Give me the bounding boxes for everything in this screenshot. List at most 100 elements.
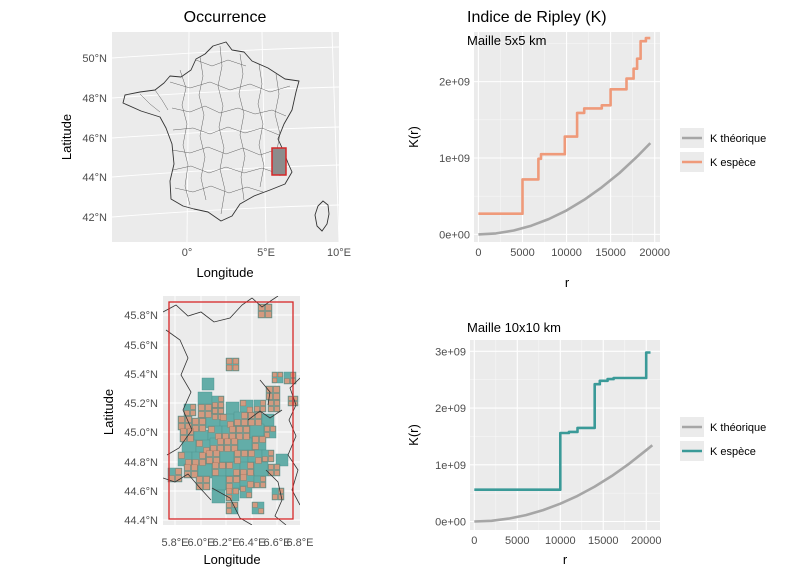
fine-cell [241,412,248,419]
fine-cell [255,457,262,464]
fine-cell [233,469,240,476]
fine-cell [273,393,280,400]
fine-cell [247,469,254,476]
fine-cell [226,364,233,371]
zoom-x-axis: 5.8°E 6.0°E 6.2°E 6.4°E 6.6°E 6.8°E [161,537,313,549]
x-tick-label: 15000 [595,247,626,259]
fine-cell [264,426,270,432]
legend-label: K théorique [710,422,766,434]
fine-cell [246,406,253,413]
zoom-xtick-1: 5.8°E [161,537,188,549]
x-tick-label: 20000 [631,535,662,547]
fine-cell [268,450,274,456]
fine-cell [226,476,233,483]
zoom-xtick-4: 6.4°E [238,537,265,549]
occurrence-title: Occurrence [184,9,267,26]
fine-cell [258,311,265,318]
y-tick-label: 2e+09 [439,77,470,89]
x-tick-label: 20000 [639,247,670,259]
occ-ytick-1: 42°N [82,212,107,224]
coarse-cell [271,371,284,384]
fine-cell [232,358,239,365]
fine-cell [254,406,260,412]
ripley-chart-10km: 0 5000 10000 15000 20000 0e+00 1e+09 2e+09 3e+09… [406,320,766,567]
fine-cell [288,396,293,401]
chart-subtitle: Maille 5x5 km [467,33,546,48]
fine-cell [273,386,280,393]
fine-cell [234,419,241,426]
fine-cell [272,372,278,378]
fine-cell [217,438,224,445]
fine-cell [224,438,231,445]
fine-cell [254,482,260,488]
fine-cell [212,469,219,476]
fine-cell [240,400,247,407]
fine-cell [272,377,278,383]
fine-cell [212,414,218,420]
fine-cell [206,450,213,457]
fine-cell [240,486,246,492]
x-tick-label: 15000 [588,535,619,547]
fine-cell [217,445,224,452]
coarse-cell [201,377,215,391]
france-map [122,41,330,232]
fine-cell [226,488,233,495]
fine-cell [190,404,196,410]
fine-cell [259,436,266,443]
coarse-cell [253,461,269,477]
fine-cell [178,452,185,459]
zoom-map: 44.4°N 44.6°N 44.8°N 45.0°N 45.2°N 45.4°… [101,296,314,567]
zoom-ytick-4: 45.0°N [124,427,158,439]
fine-cell [198,404,205,411]
legend-label: K théorique [710,133,766,145]
y-axis-label: K(r) [406,424,421,446]
zoom-ytick-5: 45.2°N [124,398,158,410]
fine-cell [247,462,254,469]
france-outline [122,41,300,222]
zoom-extent-frame [168,301,294,520]
fine-cell [241,450,248,457]
fine-cell [196,476,203,483]
occ-ytick-3: 46°N [82,133,107,145]
fine-cell [190,410,196,416]
fine-cell [260,476,266,482]
y-tick-label: 0e+00 [435,516,466,528]
fine-cell [260,482,266,488]
fine-cell [258,508,264,514]
fine-cell [274,400,280,406]
fine-cell [205,411,212,418]
occ-ytick-2: 44°N [82,172,107,184]
fine-cell [232,364,239,371]
occ-xtick-3: 10°E [327,247,351,259]
series-line-k-theorique [474,444,654,523]
zoom-xtick-3: 6.2°E [212,537,239,549]
x-tick-label: 10000 [545,535,576,547]
series-line-k-espece [474,351,651,491]
fine-cell [178,416,185,423]
y-tick-label: 1e+09 [439,153,470,165]
fine-cell [288,401,293,406]
zoom-ytick-2: 44.6°N [124,486,158,498]
fine-cell [262,456,268,462]
occurrence-x-axis: 0° 5°E 10°E [182,247,351,259]
y-axis-label: K(r) [406,126,421,148]
fine-cell [231,438,238,445]
zoom-xtick-6: 6.8°E [286,537,313,549]
chart-subtitle: Maille 10x10 km [467,320,561,335]
occ-xtick-2: 5°E [257,247,275,259]
x-axis-label: r [563,552,568,567]
fine-cell [268,464,274,470]
y-tick-label: 1e+09 [435,460,466,472]
zoom-ytick-8: 45.8°N [124,310,158,322]
fine-cell [203,476,210,483]
fine-cell [252,443,259,450]
fine-cell [232,488,239,495]
occurrence-ylabel: Latitude [59,114,74,160]
fine-cell [203,483,210,490]
fine-cell [208,426,215,433]
corsica-outline [314,200,330,232]
fine-cell [192,418,199,425]
fine-cell [187,435,194,442]
department-borders [139,45,291,215]
